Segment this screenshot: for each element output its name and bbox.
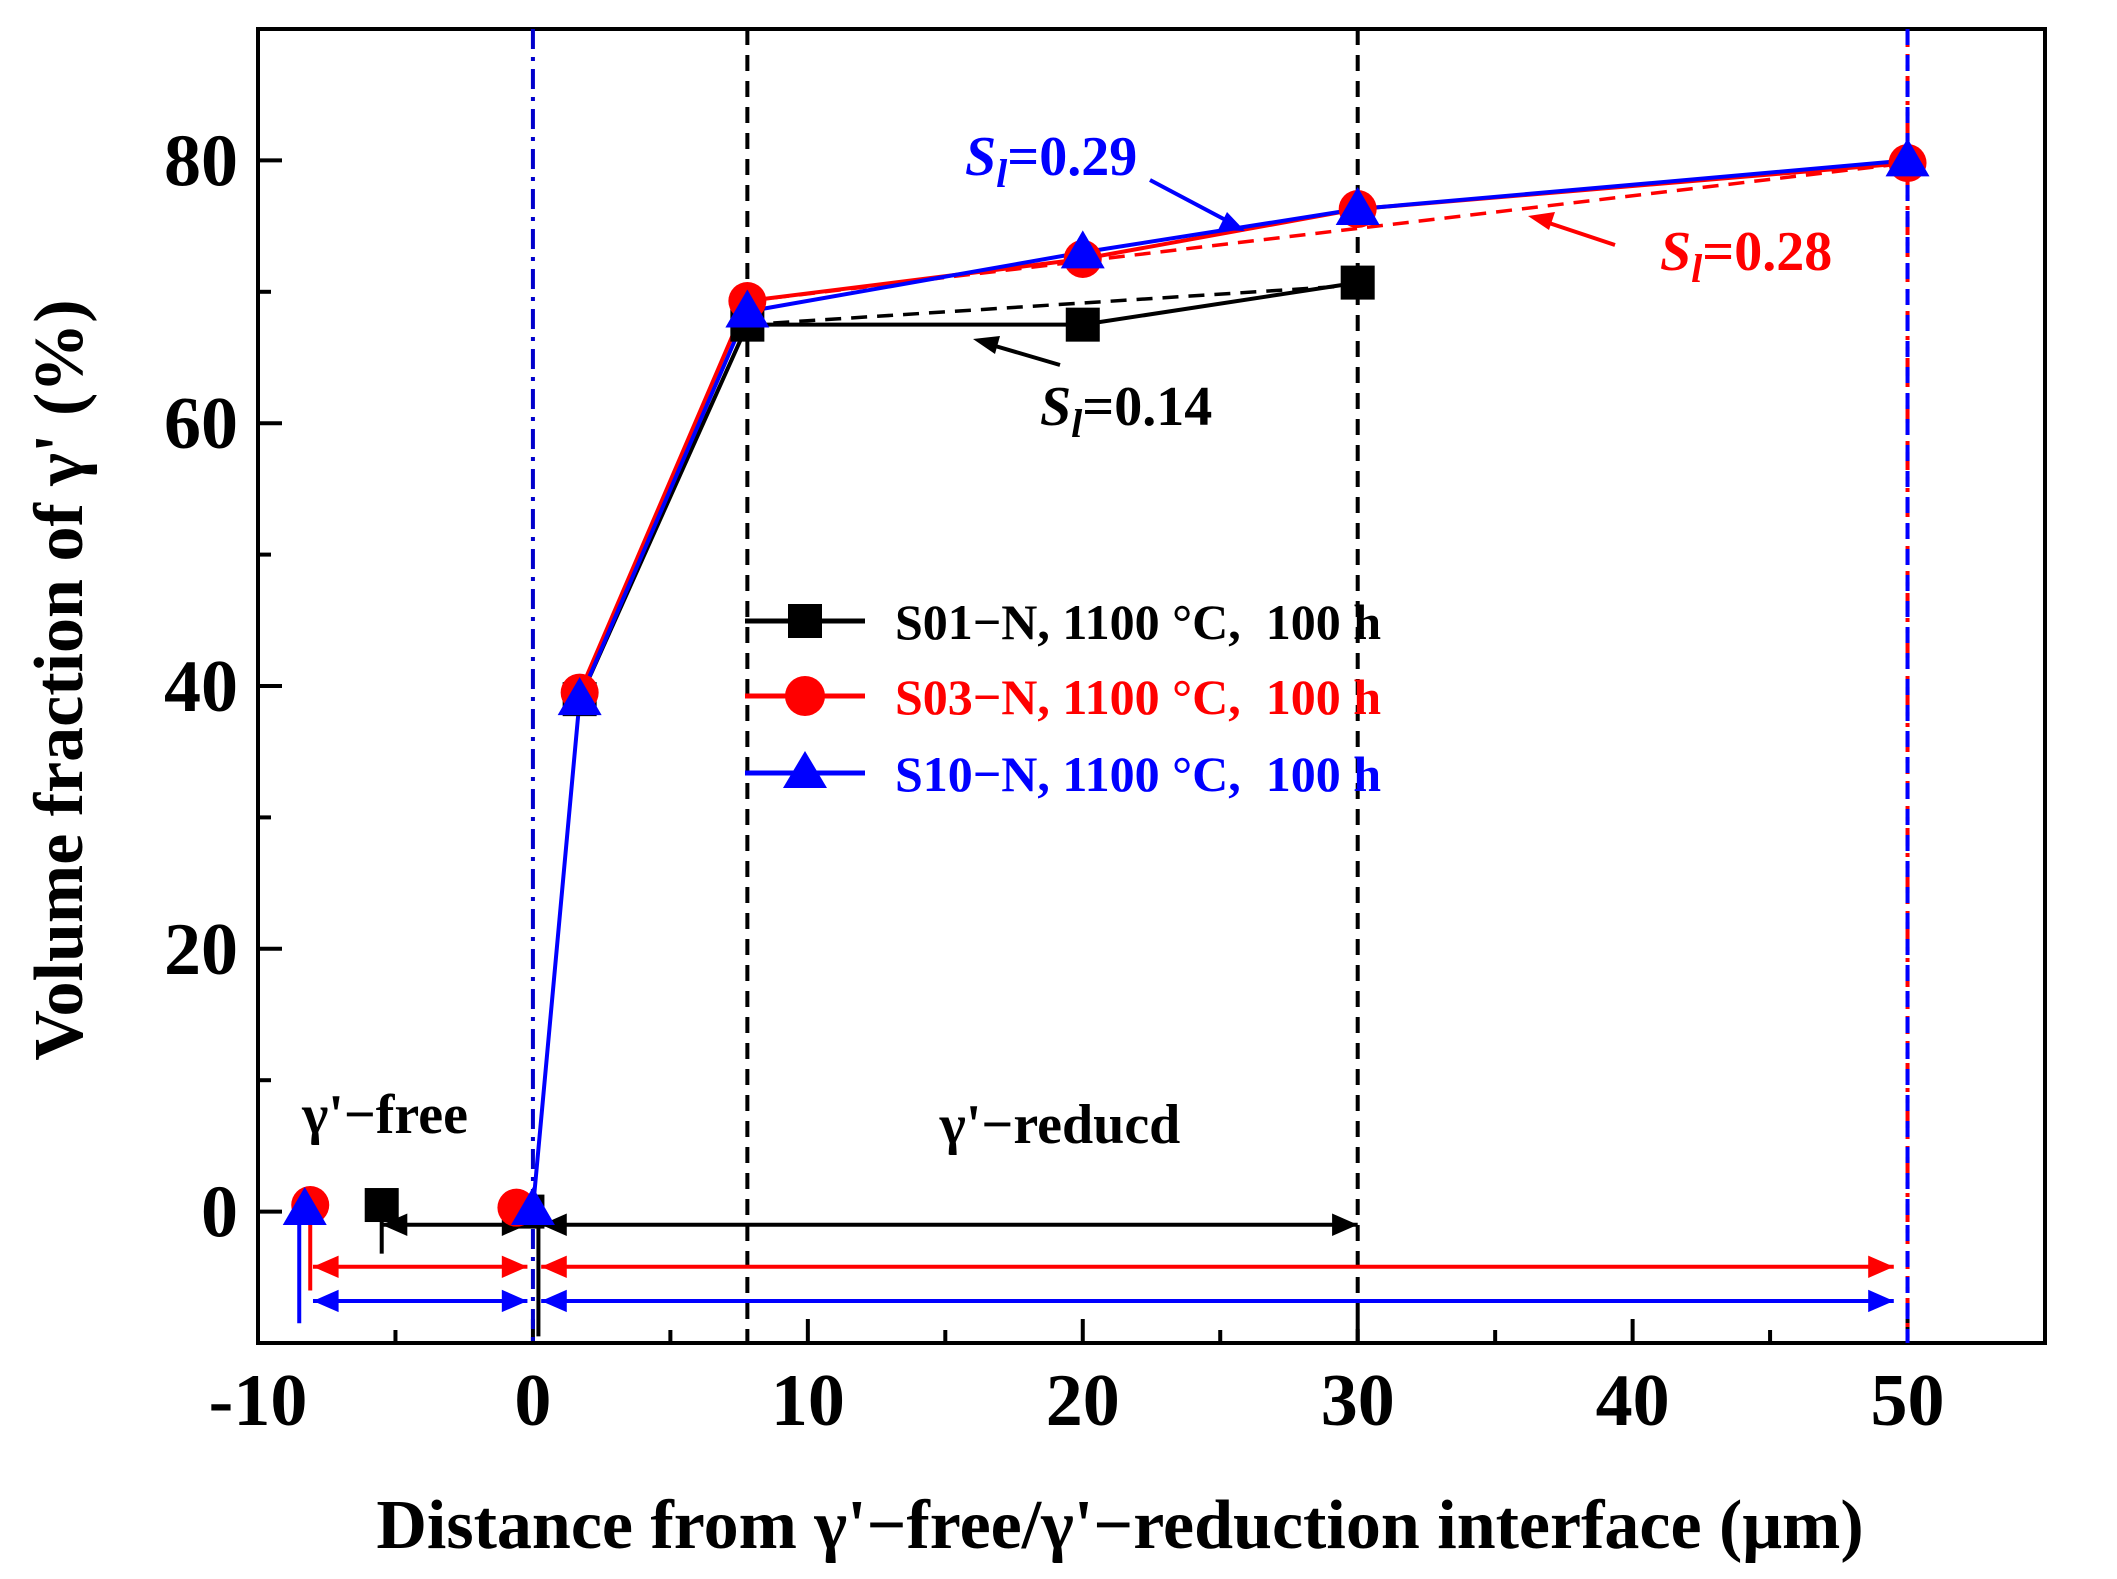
arrow-head — [312, 1255, 339, 1278]
arrow-head — [541, 1289, 567, 1313]
y-tick-label: 0 — [201, 1172, 238, 1254]
x-tick-label: 30 — [1321, 1360, 1395, 1442]
tick-labels: -10 0 10 20 30 40 50 0 20 40 60 80 — [164, 120, 1945, 1442]
data-point-triangle — [725, 289, 770, 328]
series-line — [577, 280, 1358, 700]
range-arrows — [297, 1205, 1894, 1337]
x-axis-title: Distance from γ'−free/γ'−reduction inter… — [376, 1487, 1863, 1564]
y-tick-label: 40 — [164, 646, 238, 728]
data-point-triangle — [510, 1186, 555, 1225]
data-point-triangle — [282, 1186, 327, 1225]
y-tick-label: 20 — [164, 909, 238, 991]
y-tick-label: 60 — [164, 383, 238, 465]
arrow-head — [1332, 1213, 1358, 1236]
arrow-head — [312, 1289, 339, 1313]
x-tick-label: 40 — [1596, 1360, 1670, 1442]
x-tick-label: 0 — [514, 1360, 551, 1442]
data-markers — [282, 138, 1930, 1229]
data-point-triangle — [1335, 187, 1380, 226]
reference-lines — [530, 29, 1910, 1343]
si-red-pointer-head — [1528, 212, 1555, 230]
x-tick-label: -10 — [209, 1360, 308, 1442]
y-axis-title: Volume fraction of γ' (%) — [21, 299, 98, 1060]
si-black-pointer — [984, 341, 1061, 367]
legend-marker-s10 — [783, 751, 827, 788]
gamma-free-label: γ'−free — [301, 1084, 468, 1146]
data-point-triangle — [557, 677, 602, 716]
si-black-pointer-head — [973, 336, 1000, 354]
si-blue-pointer-head — [1218, 212, 1245, 231]
legend: S01−N, 1100 °C, 100 h S03−N, 1100 °C, 10… — [745, 594, 1381, 802]
arrow-head — [501, 1289, 528, 1313]
legend-marker-s03 — [785, 676, 825, 716]
si-blue-label: Sl=0.29 — [965, 126, 1137, 196]
x-tick-label: 20 — [1046, 1360, 1120, 1442]
fit-line — [747, 283, 1358, 327]
x-tick-label: 50 — [1871, 1360, 1945, 1442]
si-blue-pointer — [1149, 178, 1236, 227]
gamma-reduced-label: γ'−reducd — [939, 1094, 1181, 1156]
data-point-square — [364, 1188, 399, 1223]
legend-marker-s01 — [788, 604, 822, 638]
legend-label-s03: S03−N, 1100 °C, 100 h — [895, 669, 1381, 725]
legend-label-s10: S10−N, 1100 °C, 100 h — [895, 746, 1381, 802]
data-point-square — [1065, 307, 1100, 342]
arrow-head — [1868, 1255, 1894, 1278]
data-point-triangle — [1885, 138, 1930, 177]
legend-label-s01: S01−N, 1100 °C, 100 h — [895, 594, 1381, 650]
x-tick-label: 10 — [771, 1360, 845, 1442]
si-red-label: Sl=0.28 — [1660, 221, 1832, 291]
y-tick-label: 80 — [164, 120, 238, 202]
si-black-label: Sl=0.14 — [1040, 376, 1212, 446]
arrow-head — [1868, 1289, 1894, 1313]
arrow-head — [381, 1213, 408, 1236]
series-line — [530, 158, 1908, 1210]
data-point-triangle — [1060, 230, 1105, 269]
data-point-square — [1340, 265, 1375, 300]
arrow-head — [541, 1255, 567, 1278]
arrow-head — [501, 1255, 528, 1278]
si-red-pointer — [1539, 218, 1616, 247]
